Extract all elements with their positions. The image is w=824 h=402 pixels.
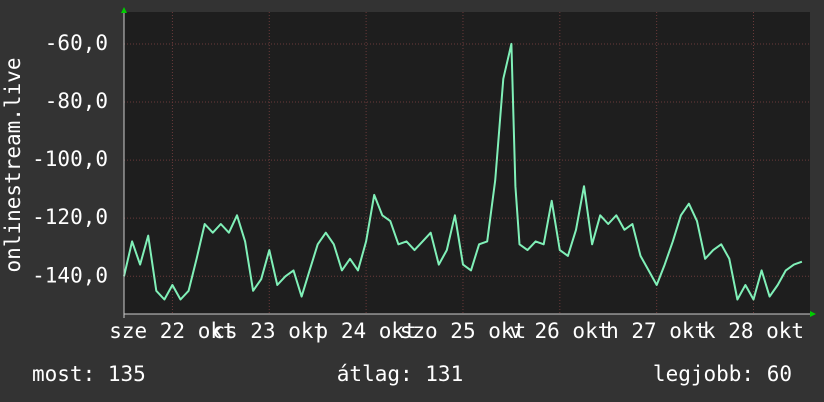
y-tick-label: -80,0 — [45, 89, 108, 113]
axis-arrow — [810, 311, 816, 317]
x-tick-label: k 28 okt — [703, 319, 804, 343]
footer-text: átlag: 131 — [337, 362, 463, 386]
y-tick-label: -120,0 — [32, 205, 108, 229]
plot-area — [124, 12, 810, 314]
y-axis-label: onlinestream.live — [1, 58, 25, 273]
footer-text: legjobb: 60 — [653, 362, 792, 386]
marks — [123, 42, 803, 301]
y-tick-label: -140,0 — [32, 263, 108, 287]
x-tick-label: v 26 okt — [509, 319, 610, 343]
y-tick-label: -100,0 — [32, 147, 108, 171]
footer-text: most: 135 — [32, 362, 146, 386]
x-tick-label: szo 25 okt — [400, 319, 526, 343]
grid — [124, 12, 810, 314]
axis-arrow — [121, 7, 127, 13]
y-tick-label: -60,0 — [45, 31, 108, 55]
data-line — [123, 42, 803, 301]
x-tick-label: p 24 okt — [316, 319, 417, 343]
x-tick-label: sze 22 okt — [109, 319, 235, 343]
x-tick-label: h 27 okt — [606, 319, 707, 343]
x-tick-label: cs 23 okt — [212, 319, 326, 343]
